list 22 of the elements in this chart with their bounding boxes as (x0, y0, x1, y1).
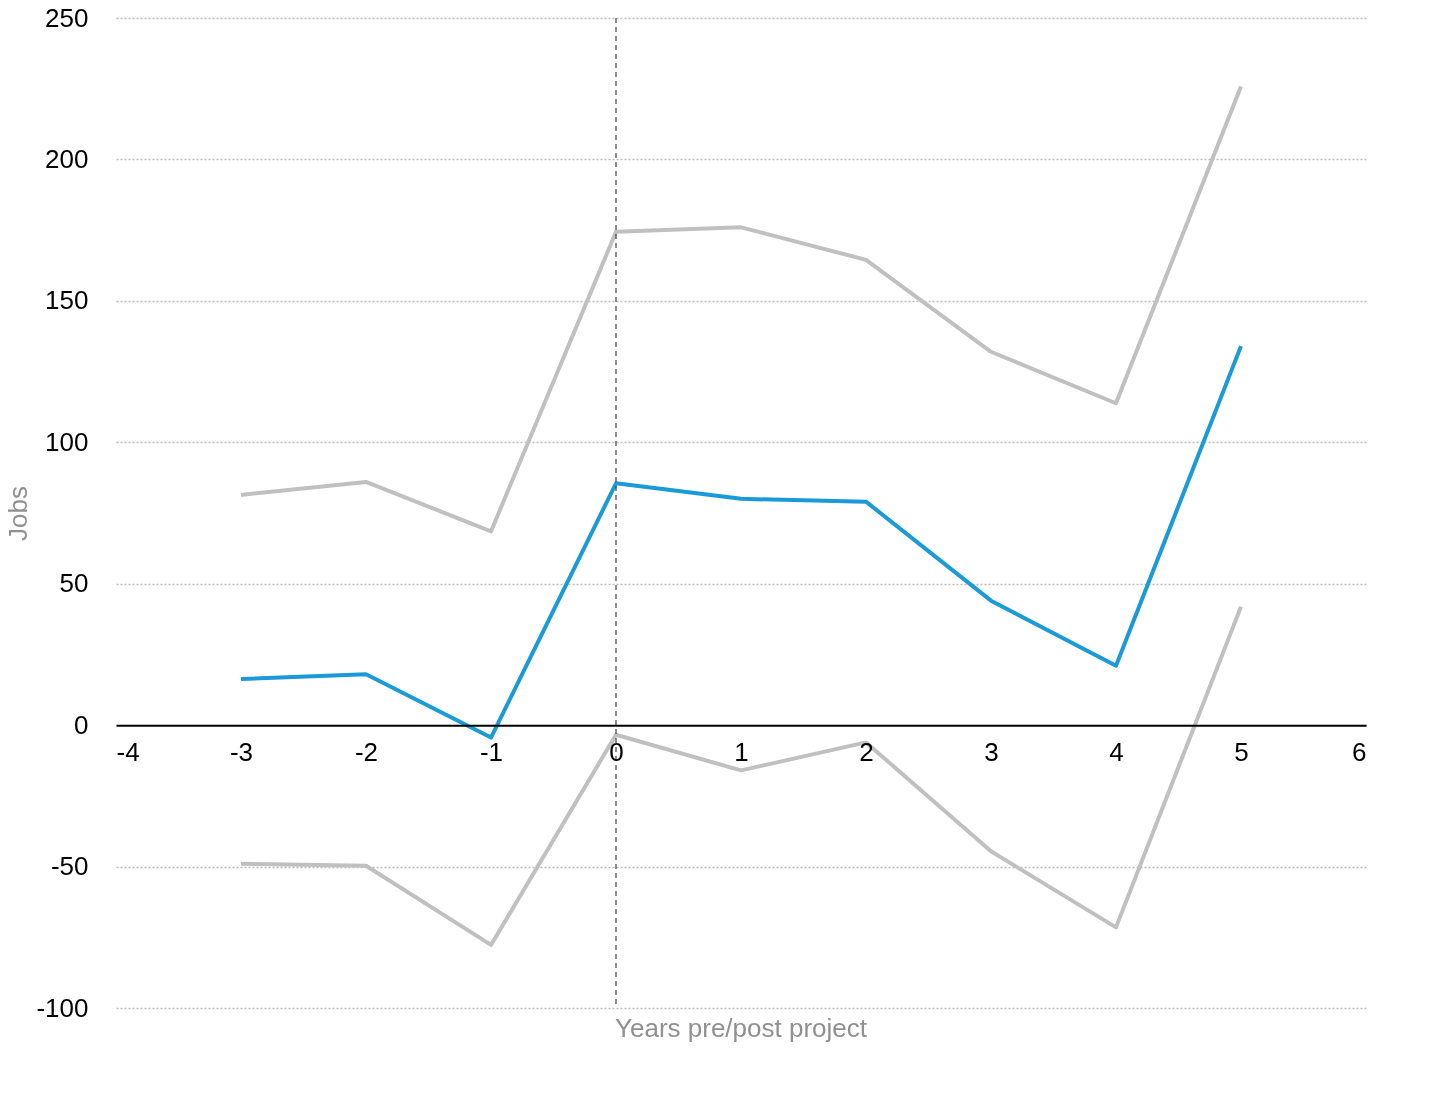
y-tick-label: 200 (45, 143, 89, 174)
x-tick-label: 6 (1352, 736, 1367, 767)
y-tick-label: -100 (36, 992, 89, 1023)
y-tick-label: 150 (45, 285, 89, 316)
x-tick-label: -1 (479, 736, 504, 767)
y-tick-label: -50 (50, 851, 89, 882)
x-tick-label: 0 (609, 736, 624, 767)
line-series (239, 344, 1243, 740)
y-tick-label: 250 (45, 2, 89, 33)
y-axis-title: Jobs (3, 486, 34, 541)
x-tick-label: -2 (354, 736, 379, 767)
x-tick-label: 2 (859, 736, 874, 767)
x-tick-label: 5 (1234, 736, 1249, 767)
y-tick-label: 0 (74, 709, 89, 740)
y-tick-label: 100 (45, 426, 89, 457)
x-tick-label: 3 (984, 736, 999, 767)
x-axis-title: Years pre/post project (615, 1013, 868, 1043)
x-tick-label: 4 (1109, 736, 1124, 767)
x-tick-label: 1 (734, 736, 749, 767)
x-tick-label: -3 (229, 736, 254, 767)
y-tick-label: 50 (59, 568, 89, 599)
x-tick-label: -4 (116, 736, 140, 767)
